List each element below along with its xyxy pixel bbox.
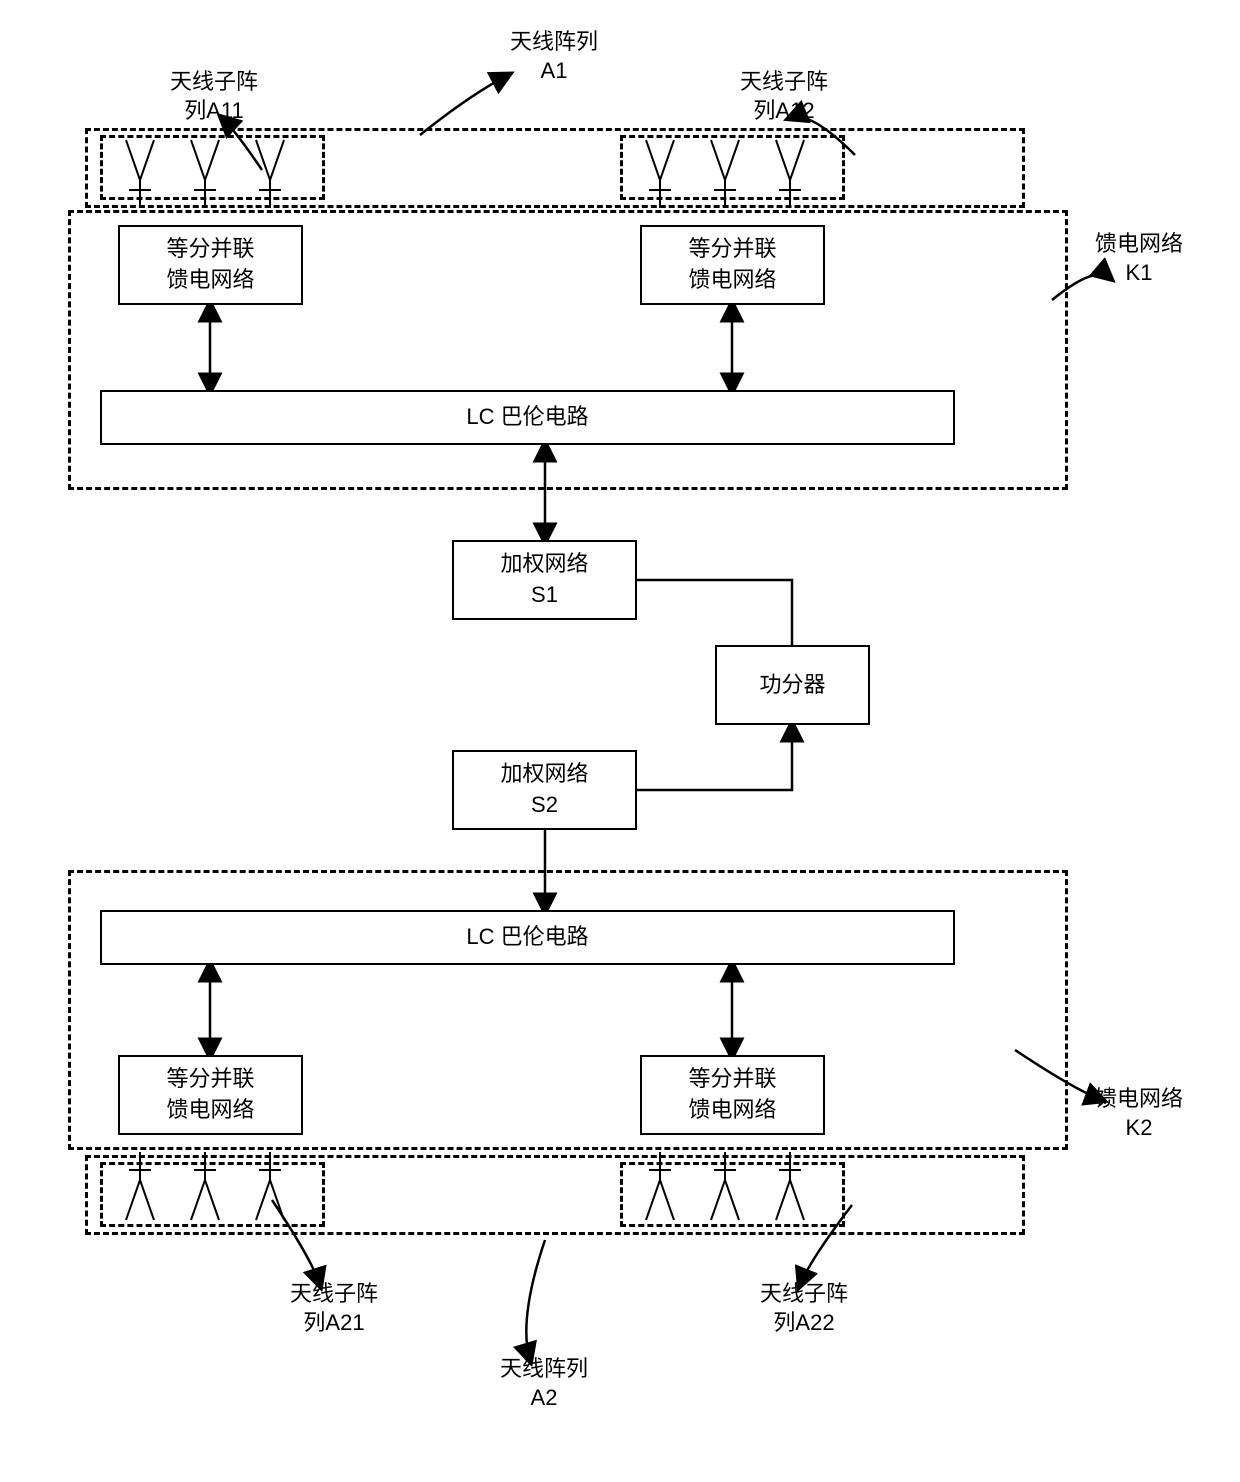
diagram-canvas: 等分并联馈电网络 等分并联馈电网络 LC 巴伦电路 加权网络S1 功分器 加权网… [0,0,1240,1482]
dashed-subarray-A22 [620,1162,845,1227]
label-feed-network-K2: 馈电网络K2 [1095,1085,1183,1142]
label-antenna-array-A1: 天线阵列A1 [510,28,598,85]
box-feed-upper-right: 等分并联馈电网络 [640,225,825,305]
dashed-subarray-A11 [100,135,325,200]
label-feed-network-K1: 馈电网络K1 [1095,230,1183,287]
dashed-subarray-A21 [100,1162,325,1227]
box-feed-lower-right: 等分并联馈电网络 [640,1055,825,1135]
box-weighted-S1: 加权网络S1 [452,540,637,620]
box-power-divider: 功分器 [715,645,870,725]
box-weighted-S2: 加权网络S2 [452,750,637,830]
box-feed-lower-left: 等分并联馈电网络 [118,1055,303,1135]
label-subarray-A11: 天线子阵列A11 [170,68,258,125]
dashed-subarray-A12 [620,135,845,200]
box-lc-balun-top: LC 巴伦电路 [100,390,955,445]
label-subarray-A22: 天线子阵列A22 [760,1280,848,1337]
label-subarray-A21: 天线子阵列A21 [290,1280,378,1337]
label-antenna-array-A2: 天线阵列A2 [500,1355,588,1412]
box-lc-balun-bottom: LC 巴伦电路 [100,910,955,965]
box-feed-upper-left: 等分并联馈电网络 [118,225,303,305]
label-subarray-A12: 天线子阵列A12 [740,68,828,125]
